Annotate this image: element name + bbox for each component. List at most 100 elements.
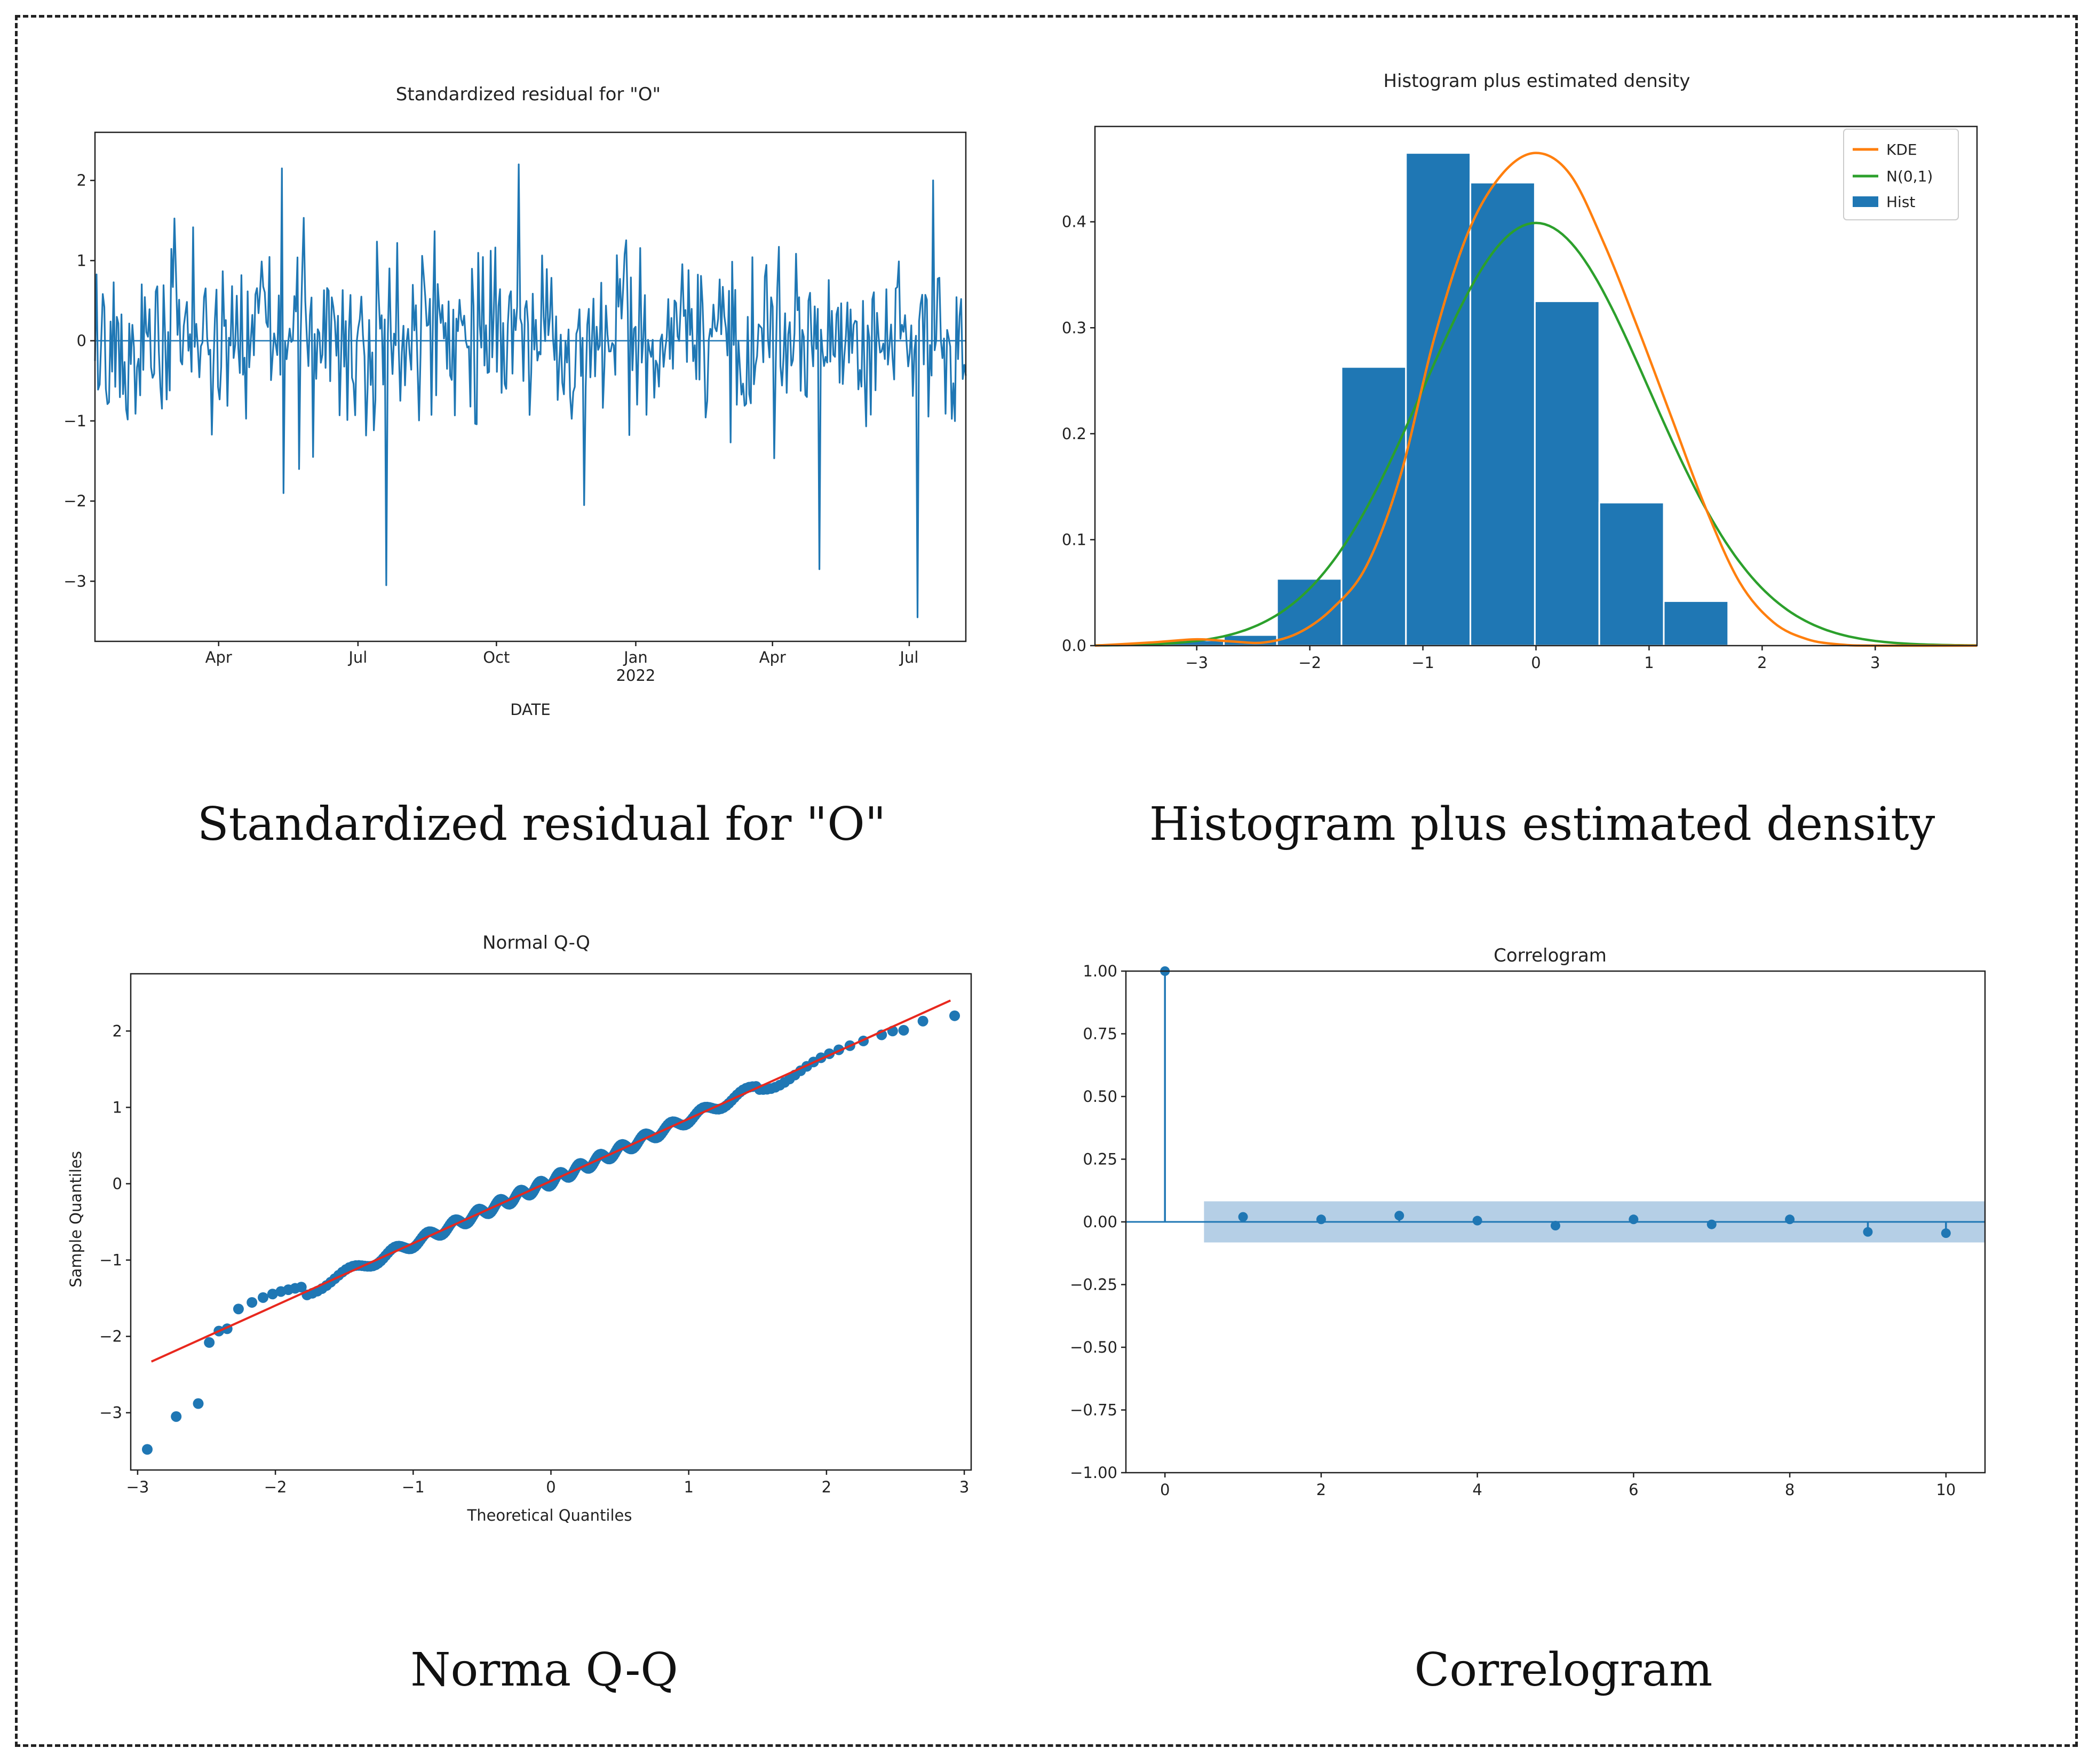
acf-marker [1629, 1214, 1639, 1225]
y-tick-label: 0.25 [1083, 1150, 1117, 1169]
acf-marker [1472, 1215, 1482, 1226]
x-tick-label: 0 [1531, 654, 1541, 672]
y-tick-label: 1.00 [1083, 962, 1117, 980]
plot-frame [1094, 125, 1978, 647]
kde-curve [1094, 152, 1978, 647]
acf-marker [1785, 1214, 1795, 1225]
caption-histogram: Histogram plus estimated density [1149, 798, 1935, 851]
qq-point [258, 1292, 269, 1303]
plot-frame [130, 973, 972, 1471]
y-tick-label: 2 [77, 171, 86, 189]
y-tick-label: 0 [77, 332, 86, 350]
y-tick-label: −3 [99, 1404, 122, 1422]
x-tick-label: Apr [205, 648, 232, 666]
x-tick-label: −2 [1298, 654, 1321, 672]
hist-bar [1663, 600, 1729, 647]
x-tick-label: Jul [347, 648, 367, 666]
y-tick-label: 0.4 [1062, 213, 1086, 231]
y-tick-label: −2 [99, 1328, 122, 1346]
y-tick-label: 0.1 [1062, 530, 1086, 549]
y-tick-label: 0.2 [1062, 425, 1086, 443]
caption-qq: Norma Q-Q [410, 1643, 678, 1697]
x-tick-label: Apr [759, 648, 786, 666]
y-tick-label: −0.75 [1070, 1401, 1117, 1419]
y-tick-label: 0.75 [1083, 1025, 1117, 1043]
y-tick-label: −1 [63, 412, 86, 430]
x-tick-label: 2 [1757, 654, 1767, 672]
qq-point [204, 1337, 215, 1348]
y-tick-label: −2 [63, 492, 86, 510]
qq-point [247, 1297, 258, 1308]
legend-hist-swatch [1853, 196, 1878, 207]
caption-residual: Standardized residual for "O" [197, 798, 886, 851]
acf-marker [1316, 1214, 1326, 1225]
x-tick-label: 3 [1870, 654, 1880, 672]
y-tick-label: −1 [99, 1251, 122, 1269]
x-tick-label: 3 [959, 1478, 969, 1496]
hist-bar [1340, 366, 1407, 647]
qq-point [171, 1411, 182, 1422]
qq-point [267, 1289, 278, 1300]
y-axis-label: Sample Quantiles [67, 1151, 85, 1288]
qq-point [141, 1444, 153, 1455]
x-tick-label: 2 [1316, 1481, 1326, 1499]
x-tick-sublabel-year: 2022 [616, 666, 656, 685]
x-tick-label: 2 [822, 1478, 831, 1496]
caption-correlogram: Correlogram [1414, 1643, 1713, 1697]
x-tick-label: Jan [623, 648, 648, 666]
plot-frame [94, 131, 967, 642]
residual-series-line [94, 163, 967, 618]
y-tick-label: 0.0 [1062, 637, 1086, 655]
y-tick-label: 2 [113, 1022, 122, 1040]
x-tick-label: Oct [483, 648, 510, 666]
y-tick-label: 0.50 [1083, 1087, 1117, 1106]
x-tick-label: 1 [1644, 654, 1654, 672]
chart-title-residual: Standardized residual for "O" [396, 84, 661, 105]
histogram-chart: Histogram plus estimated density 0.0 0.1 0… [1062, 70, 1978, 672]
acf-marker [1941, 1228, 1951, 1238]
x-tick-label: −3 [1185, 654, 1208, 672]
qq-point [296, 1282, 307, 1293]
qq-reference-line [150, 999, 951, 1363]
acf-marker [1238, 1212, 1248, 1222]
qq-point [193, 1398, 204, 1409]
acf-marker [1551, 1221, 1560, 1231]
x-tick-label: −3 [126, 1478, 149, 1496]
y-tick-label: −0.50 [1070, 1338, 1117, 1356]
y-tick-label: 0.3 [1062, 319, 1086, 337]
qq-point [917, 1015, 928, 1027]
y-tick-label: 1 [77, 251, 86, 269]
y-tick-label: −1.00 [1070, 1464, 1117, 1482]
x-tick-label: −1 [402, 1478, 425, 1496]
x-tick-label: −1 [1411, 654, 1434, 672]
y-tick-label: 1 [113, 1098, 122, 1116]
qq-point [233, 1304, 244, 1315]
x-tick-label: −2 [264, 1478, 287, 1496]
correlogram-chart: Correlogram 1.00 0.75 0.50 0.25 0.00 −0.25 −0.… [1070, 945, 1986, 1499]
y-tick-label: 0 [113, 1174, 122, 1193]
hist-bar [1405, 152, 1472, 647]
qq-point [898, 1024, 909, 1036]
x-tick-label: 10 [1936, 1481, 1956, 1499]
qq-point [949, 1010, 960, 1021]
x-tick-label: 6 [1629, 1481, 1638, 1499]
chart-title-qq: Normal Q-Q [482, 932, 590, 953]
legend-label-hist: Hist [1886, 193, 1915, 211]
y-tick-label: −3 [63, 572, 86, 590]
hist-bar [1470, 181, 1536, 647]
normal-density-curve [1094, 221, 1978, 647]
legend-label-kde: KDE [1886, 141, 1917, 158]
acf-marker [1394, 1211, 1404, 1221]
legend: KDE N(0,1) Hist [1843, 129, 1959, 220]
chart-title-histogram: Histogram plus estimated density [1384, 70, 1690, 92]
chart-title-correlogram: Correlogram [1494, 945, 1607, 966]
x-axis-label: Theoretical Quantiles [466, 1506, 632, 1524]
qq-chart: Normal Q-Q −3 −2 −1 0 1 2 −3 −2 −1 0 1 2 3 Theoreti… [67, 932, 972, 1524]
x-tick-label: 8 [1785, 1481, 1795, 1499]
y-tick-label: −0.25 [1070, 1276, 1117, 1294]
acf-marker [1863, 1227, 1873, 1237]
residual-chart: Standardized residual for "O" −3−2−1012 … [63, 84, 967, 719]
plot-frame [1125, 970, 1986, 1474]
x-axis-label: DATE [510, 701, 550, 719]
acf-marker [1706, 1219, 1717, 1229]
